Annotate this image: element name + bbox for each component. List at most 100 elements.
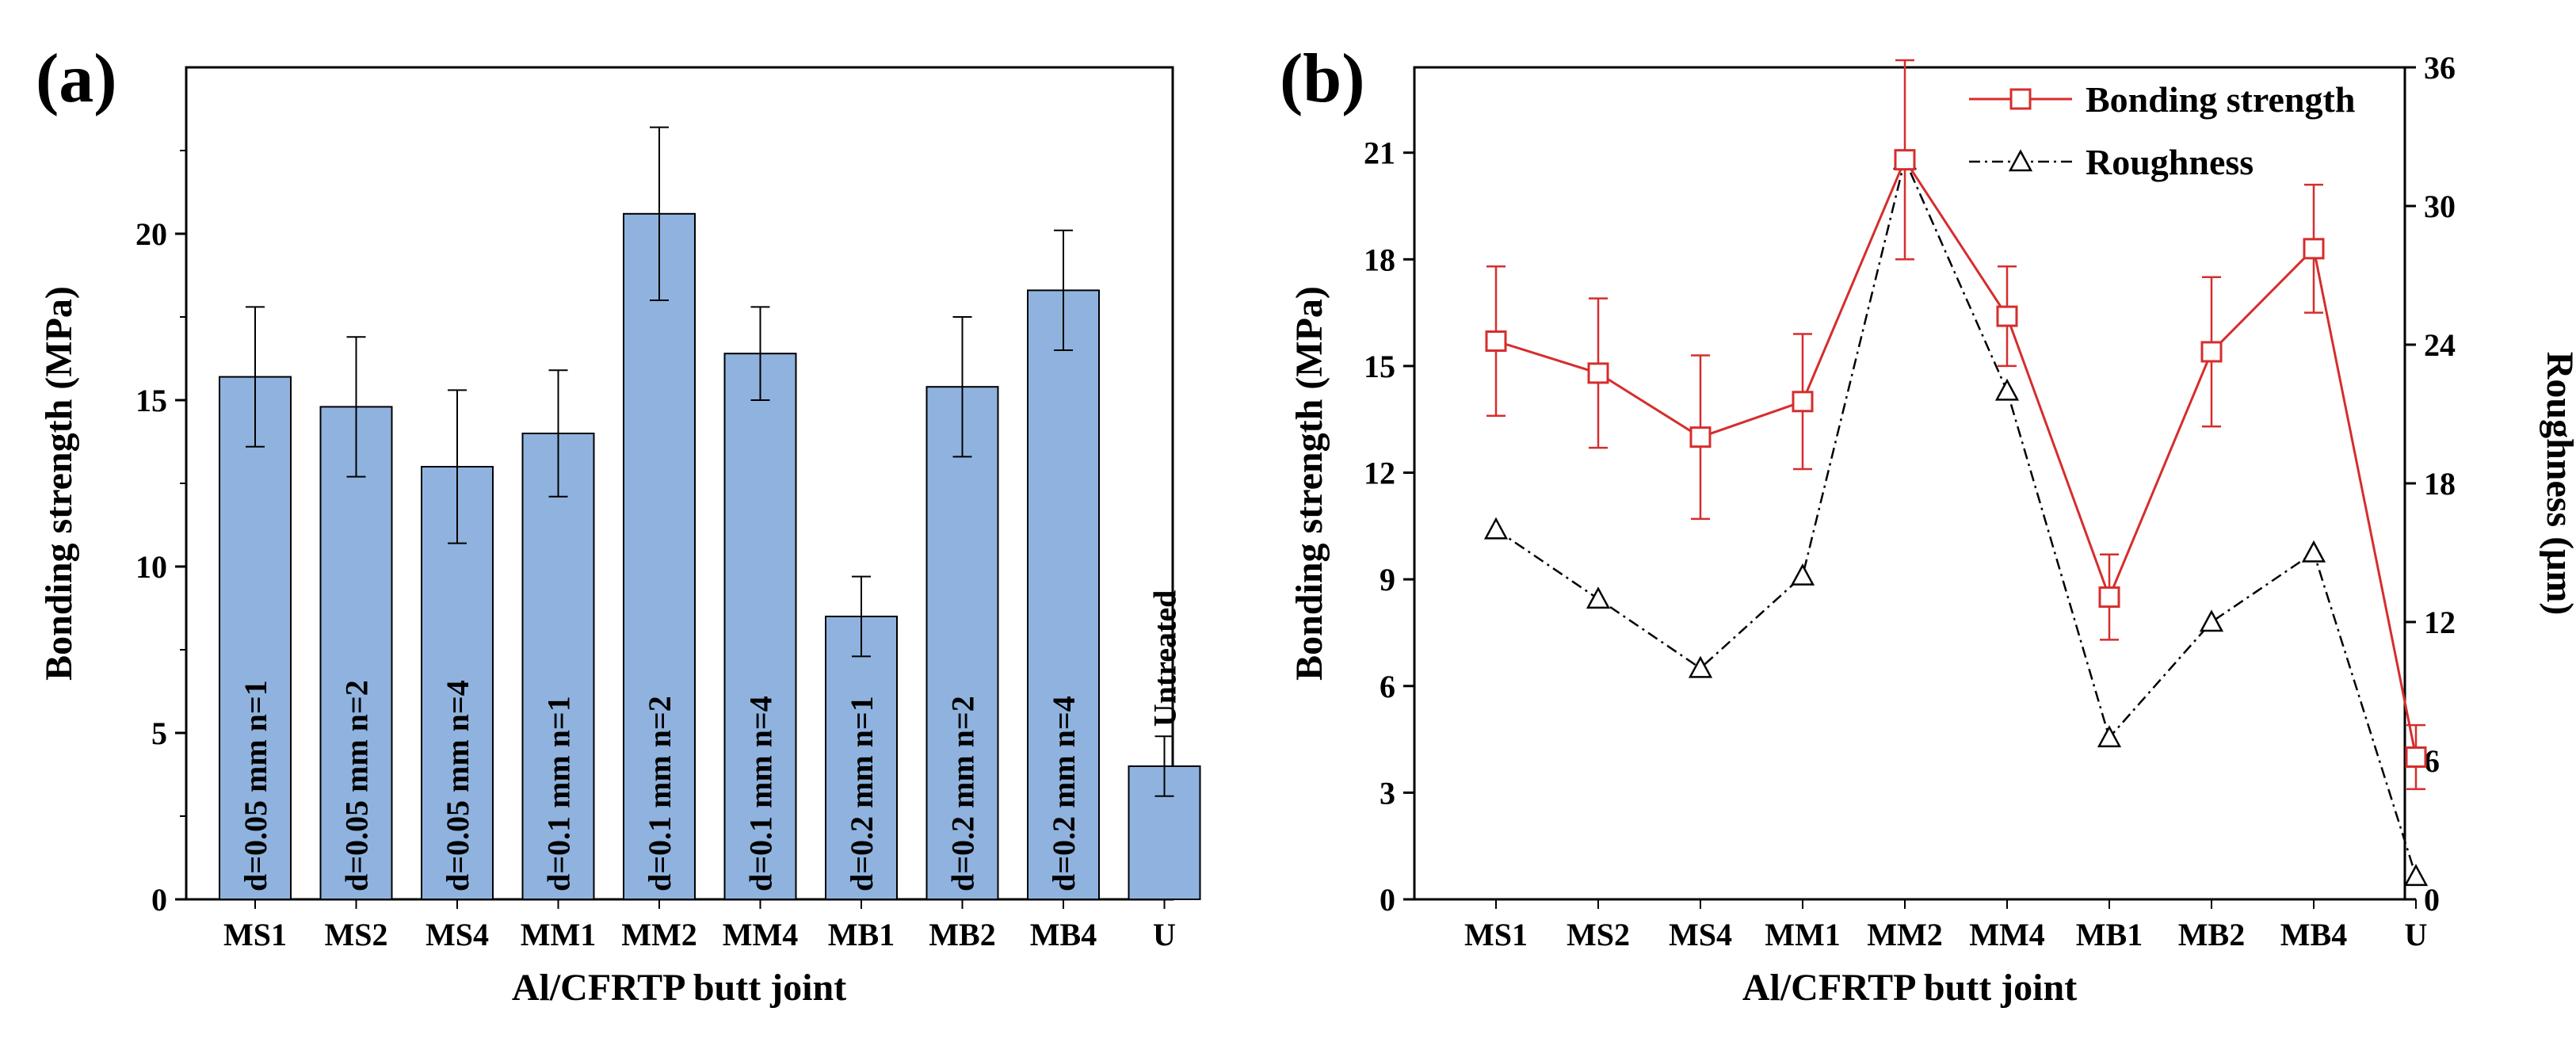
panel-a-letter: (a) — [36, 40, 117, 117]
right-y-tick-label: 24 — [2424, 327, 2456, 363]
legend-bonding-square-marker — [2009, 88, 2032, 110]
x-tick-label: MS1 — [1464, 917, 1528, 952]
left-y-tick-label: 15 — [1364, 349, 1395, 384]
bar — [825, 616, 898, 900]
x-tick-label: MB4 — [1030, 917, 1097, 952]
bar-label: d=0.1 mm n=4 — [743, 696, 779, 891]
y-tick-label: 0 — [151, 882, 167, 918]
bonding-square-marker — [2405, 746, 2427, 769]
y-tick-label: 10 — [135, 549, 167, 585]
bar-label: d=0.05 mm n=1 — [238, 680, 273, 891]
y-tick-label: 5 — [151, 716, 167, 751]
panel-b-x-ticks: MS1 MS2 MS4 MM1 MM2 MM4 MB1 MB2 MB4 U — [1464, 899, 2427, 952]
panel-b-plot-frame — [1413, 66, 2406, 901]
right-y-tick-label: 30 — [2424, 189, 2456, 224]
left-y-tick-label: 0 — [1380, 882, 1395, 918]
x-tick-label: MM1 — [1765, 917, 1841, 952]
bar-label: d=0.05 mm n=4 — [440, 680, 475, 891]
x-tick-label: MS1 — [223, 917, 287, 952]
legend-roughness-triangle-marker — [2008, 149, 2033, 172]
panel-b-letter: (b) — [1280, 40, 1365, 117]
x-tick-label: MB1 — [2076, 917, 2143, 952]
legend-bonding-label: Bonding strength — [2086, 79, 2355, 120]
x-tick-label: MM1 — [521, 917, 597, 952]
left-y-tick-label: 3 — [1380, 775, 1395, 811]
x-tick-label: MS2 — [325, 917, 388, 952]
roughness-triangle-marker — [1688, 655, 1713, 678]
bonding-square-marker — [2200, 341, 2223, 363]
right-y-tick-label: 6 — [2424, 743, 2440, 779]
roughness-triangle-marker — [1994, 378, 2020, 401]
bar — [925, 386, 999, 900]
left-y-tick-label: 21 — [1364, 135, 1395, 171]
x-tick-label: MB2 — [2178, 917, 2245, 952]
left-y-tick-label: 18 — [1364, 242, 1395, 277]
roughness-triangle-marker — [1790, 563, 1815, 586]
x-tick-label: MB4 — [2280, 917, 2347, 952]
bar — [219, 376, 292, 901]
panel-a-x-axis-title: Al/CFRTP butt joint — [512, 967, 846, 1009]
roughness-line — [1495, 156, 2418, 877]
panel-a-x-ticks: MS1 MS2 MS4 MM1 MM2 MM4 MB1 MB2 MB4 U — [223, 899, 1176, 952]
panel-a-y-axis-title: Bonding strength (MPa) — [38, 286, 80, 681]
bar-label: d=0.1 mm n=2 — [642, 696, 677, 891]
x-tick-label: MS2 — [1567, 917, 1630, 952]
panel-b-series — [1483, 59, 2429, 887]
bar-label: d=0.2 mm n=2 — [945, 696, 981, 891]
x-tick-label: MB2 — [929, 917, 995, 952]
legend-roughness-label: Roughness — [2086, 142, 2254, 182]
bonding-square-marker — [2098, 586, 2120, 609]
x-tick-label: MS4 — [1669, 917, 1732, 952]
roughness-triangle-marker — [2301, 540, 2326, 563]
bar — [521, 433, 595, 900]
bar-label: d=0.2 mm n=4 — [1046, 696, 1082, 891]
bar — [723, 353, 797, 900]
roughness-triangle-marker — [2403, 864, 2429, 887]
panel-b-left-y-axis-title: Bonding strength (MPa) — [1288, 286, 1330, 681]
roughness-triangle-marker — [1586, 586, 1611, 609]
right-y-tick-label: 18 — [2424, 466, 2456, 502]
x-tick-label: U — [1153, 917, 1176, 952]
bonding-square-marker — [1996, 305, 2018, 327]
y-tick-label: 15 — [135, 383, 167, 418]
panel-b-x-axis-title: Al/CFRTP butt joint — [1742, 967, 2077, 1009]
x-tick-label: MM2 — [1867, 917, 1943, 952]
bar — [1027, 289, 1100, 900]
x-tick-label: MM2 — [621, 917, 697, 952]
bonding-square-marker — [1485, 330, 1507, 353]
panel-b-left-y-ticks: 0 3 6 9 12 15 18 21 — [1364, 135, 1414, 918]
bar-label: d=0.2 mm n=1 — [844, 696, 880, 891]
left-y-tick-label: 6 — [1380, 669, 1395, 704]
right-y-tick-label: 0 — [2424, 882, 2440, 918]
left-y-tick-label: 9 — [1380, 562, 1395, 597]
panel-b-legend: Bonding strength Roughness — [1969, 79, 2355, 182]
panel-b-right-y-axis-title: Roughness (μm) — [2539, 352, 2576, 616]
right-y-tick-label: 12 — [2424, 605, 2456, 640]
bonding-square-marker — [1689, 426, 1712, 448]
bonding-square-marker — [2303, 238, 2325, 260]
x-tick-label: MB1 — [828, 917, 895, 952]
roughness-triangle-marker — [1483, 517, 1509, 540]
bar-label: d=0.1 mm n=1 — [541, 696, 577, 891]
right-y-tick-label: 36 — [2424, 50, 2456, 86]
bar-label: Untreated — [1147, 590, 1183, 727]
bonding-strength-line — [1495, 157, 2418, 758]
bonding-square-marker — [1894, 149, 1916, 171]
x-tick-label: U — [2405, 917, 2428, 952]
x-tick-label: MM4 — [1969, 917, 2045, 952]
roughness-triangle-marker — [2199, 609, 2224, 632]
panel-a-bars: d=0.05 mm n=1 d=0.05 mm n=2 d=0.05 mm n=4 d… — [219, 126, 1201, 901]
left-y-tick-label: 12 — [1364, 456, 1395, 491]
x-tick-label: MS4 — [426, 917, 489, 952]
bar-label: d=0.05 mm n=2 — [339, 680, 375, 891]
roughness-triangle-marker — [2097, 725, 2122, 748]
x-tick-label: MM4 — [723, 917, 799, 952]
bonding-square-marker — [1587, 362, 1609, 384]
panel-a-y-ticks: 0 5 10 15 20 — [135, 150, 186, 918]
y-tick-label: 20 — [135, 216, 167, 252]
bonding-square-marker — [1792, 391, 1814, 413]
panel-b-right-y-ticks: 0 6 12 18 24 30 36 — [2405, 50, 2456, 918]
